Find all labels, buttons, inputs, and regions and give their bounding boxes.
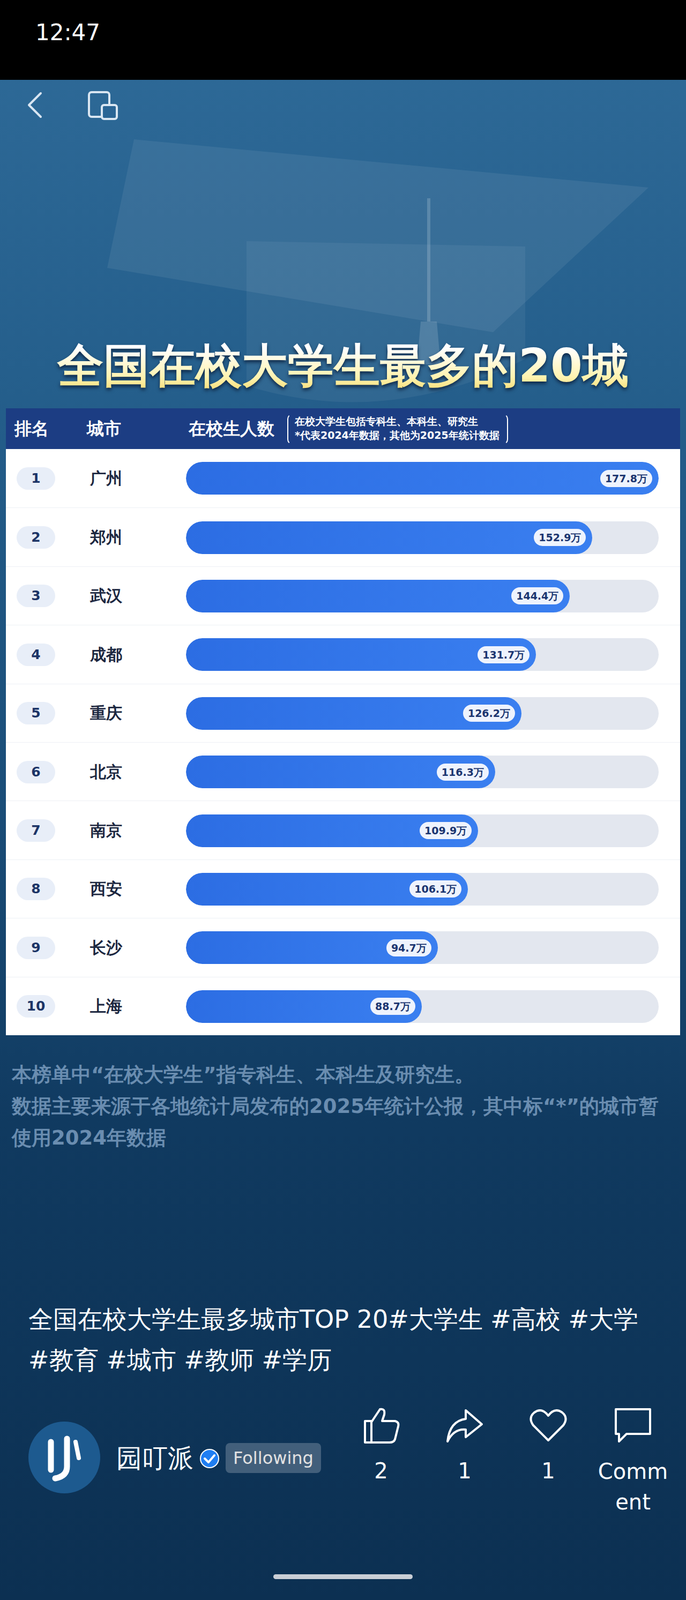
back-button[interactable] [21, 88, 49, 122]
city: 成都 [90, 644, 123, 666]
share-button[interactable] [444, 1405, 486, 1446]
header-note: 在校大学生包括专科生、本科生、研究生 [294, 414, 479, 428]
bar-track [185, 697, 659, 730]
rank: 4 [16, 643, 56, 667]
city: 广州 [90, 467, 123, 490]
rank-header: 排名 [14, 418, 49, 440]
rank-pill: 3 [16, 584, 56, 608]
table-row: 9 长沙 94.7万 [5, 918, 681, 977]
rank-pill: 1 [16, 467, 56, 490]
verified-badge [198, 1448, 221, 1470]
like-button[interactable] [360, 1405, 402, 1446]
footnotes: 本榜单中“在校大学生”指专科生、本科生及研究生。数据主要来源于各地统计局发布的2… [11, 1059, 675, 1154]
value-header: 在校生人数 [188, 418, 275, 440]
data-label: 116.3万 [436, 763, 489, 781]
bar-track [185, 461, 659, 495]
data-label: 109.9万 [419, 822, 472, 840]
rank-pill: 7 [16, 819, 56, 842]
city: 长沙 [90, 937, 123, 959]
favorite-button[interactable] [527, 1405, 569, 1446]
table-panel: 排名 城市 在校生人数 在校大学生包括专科生、本科生、研究生*代表2024年数据，其他… [5, 408, 681, 1036]
rank: 2 [16, 526, 56, 549]
rank-pill: 6 [16, 761, 56, 784]
window-button[interactable] [85, 90, 122, 123]
table-row: 10 上海 88.7万 [5, 977, 681, 1036]
data-label: 144.4万 [511, 587, 564, 605]
city: 上海 [90, 995, 123, 1018]
note-bracket [501, 413, 509, 445]
city: 武汉 [90, 585, 123, 607]
table-row: 2 郑州 152.9万 [5, 507, 681, 566]
rank: 3 [16, 584, 56, 608]
bar-track [185, 990, 659, 1024]
bar-track [185, 579, 659, 613]
account-name: 园叮派 [116, 1442, 194, 1474]
bar-track [185, 755, 659, 789]
bar-track [185, 638, 659, 671]
table-header: 排名 城市 在校生人数 在校大学生包括专科生、本科生、研究生*代表2024年数据，其他… [5, 408, 681, 450]
data-label: 88.7万 [370, 997, 416, 1016]
rank-pill: 10 [16, 995, 56, 1018]
rank: 6 [16, 761, 56, 784]
comment-button[interactable] [612, 1405, 654, 1446]
status-time: 12:47 [35, 19, 101, 47]
data-label: 126.2万 [463, 704, 516, 722]
chart-title: 全国在校大学生最多的20城 [0, 336, 686, 395]
follow-button[interactable]: Following [225, 1443, 322, 1474]
rank: 9 [16, 936, 56, 960]
table-row: 8 西安 106.1万 [5, 859, 681, 919]
follow-label: Following [233, 1443, 314, 1474]
avatar[interactable] [27, 1420, 102, 1495]
comment-label: Comment [595, 1456, 671, 1518]
rank: 5 [16, 702, 56, 725]
city: 郑州 [90, 526, 123, 549]
table-row: 7 南京 109.9万 [5, 800, 681, 860]
rank-pill: 9 [16, 936, 56, 960]
action-count: 1 [526, 1456, 570, 1486]
city-header: 城市 [86, 418, 122, 440]
caption: 全国在校大学生最多城市TOP 20#大学生 #高校 #大学 #教育 #城市 #教… [28, 1299, 667, 1381]
table-row: 1 广州 177.8万 [5, 449, 681, 508]
footnote: 本榜单中“在校大学生”指专科生、本科生及研究生。 [11, 1059, 675, 1091]
table-row: 5 重庆 126.2万 [5, 683, 681, 743]
action-count: 2 [359, 1456, 403, 1486]
city: 西安 [90, 878, 123, 900]
note-bracket [287, 413, 294, 445]
rank-pill: 5 [16, 702, 56, 725]
table-row: 4 成都 131.7万 [5, 624, 681, 684]
home-indicator [273, 1574, 413, 1580]
data-label: 152.9万 [533, 528, 586, 547]
data-label: 106.1万 [409, 880, 462, 898]
rank-pill: 4 [16, 643, 56, 667]
rank: 7 [16, 819, 56, 842]
rank: 1 [16, 467, 56, 490]
table-row: 3 武汉 144.4万 [5, 566, 681, 625]
bar [185, 521, 593, 555]
city: 南京 [90, 819, 123, 842]
rank: 10 [16, 995, 56, 1018]
data-label: 131.7万 [477, 646, 530, 664]
data-label: 177.8万 [600, 470, 653, 488]
rank: 8 [16, 877, 56, 901]
city: 重庆 [90, 702, 123, 725]
table-row: 6 北京 116.3万 [5, 742, 681, 801]
header-note: *代表2024年数据，其他为2025年统计数据 [294, 428, 500, 442]
city: 北京 [90, 761, 123, 784]
bar [185, 461, 659, 495]
rank-pill: 8 [16, 877, 56, 901]
bar-track [185, 521, 659, 555]
action-count: 1 [443, 1456, 487, 1486]
footnote: 数据主要来源于各地统计局发布的2025年统计公报，其中标“*”的城市暂使用202… [11, 1090, 675, 1154]
data-label: 94.7万 [386, 939, 432, 957]
status-bar [0, 0, 686, 80]
rank-pill: 2 [16, 526, 56, 549]
